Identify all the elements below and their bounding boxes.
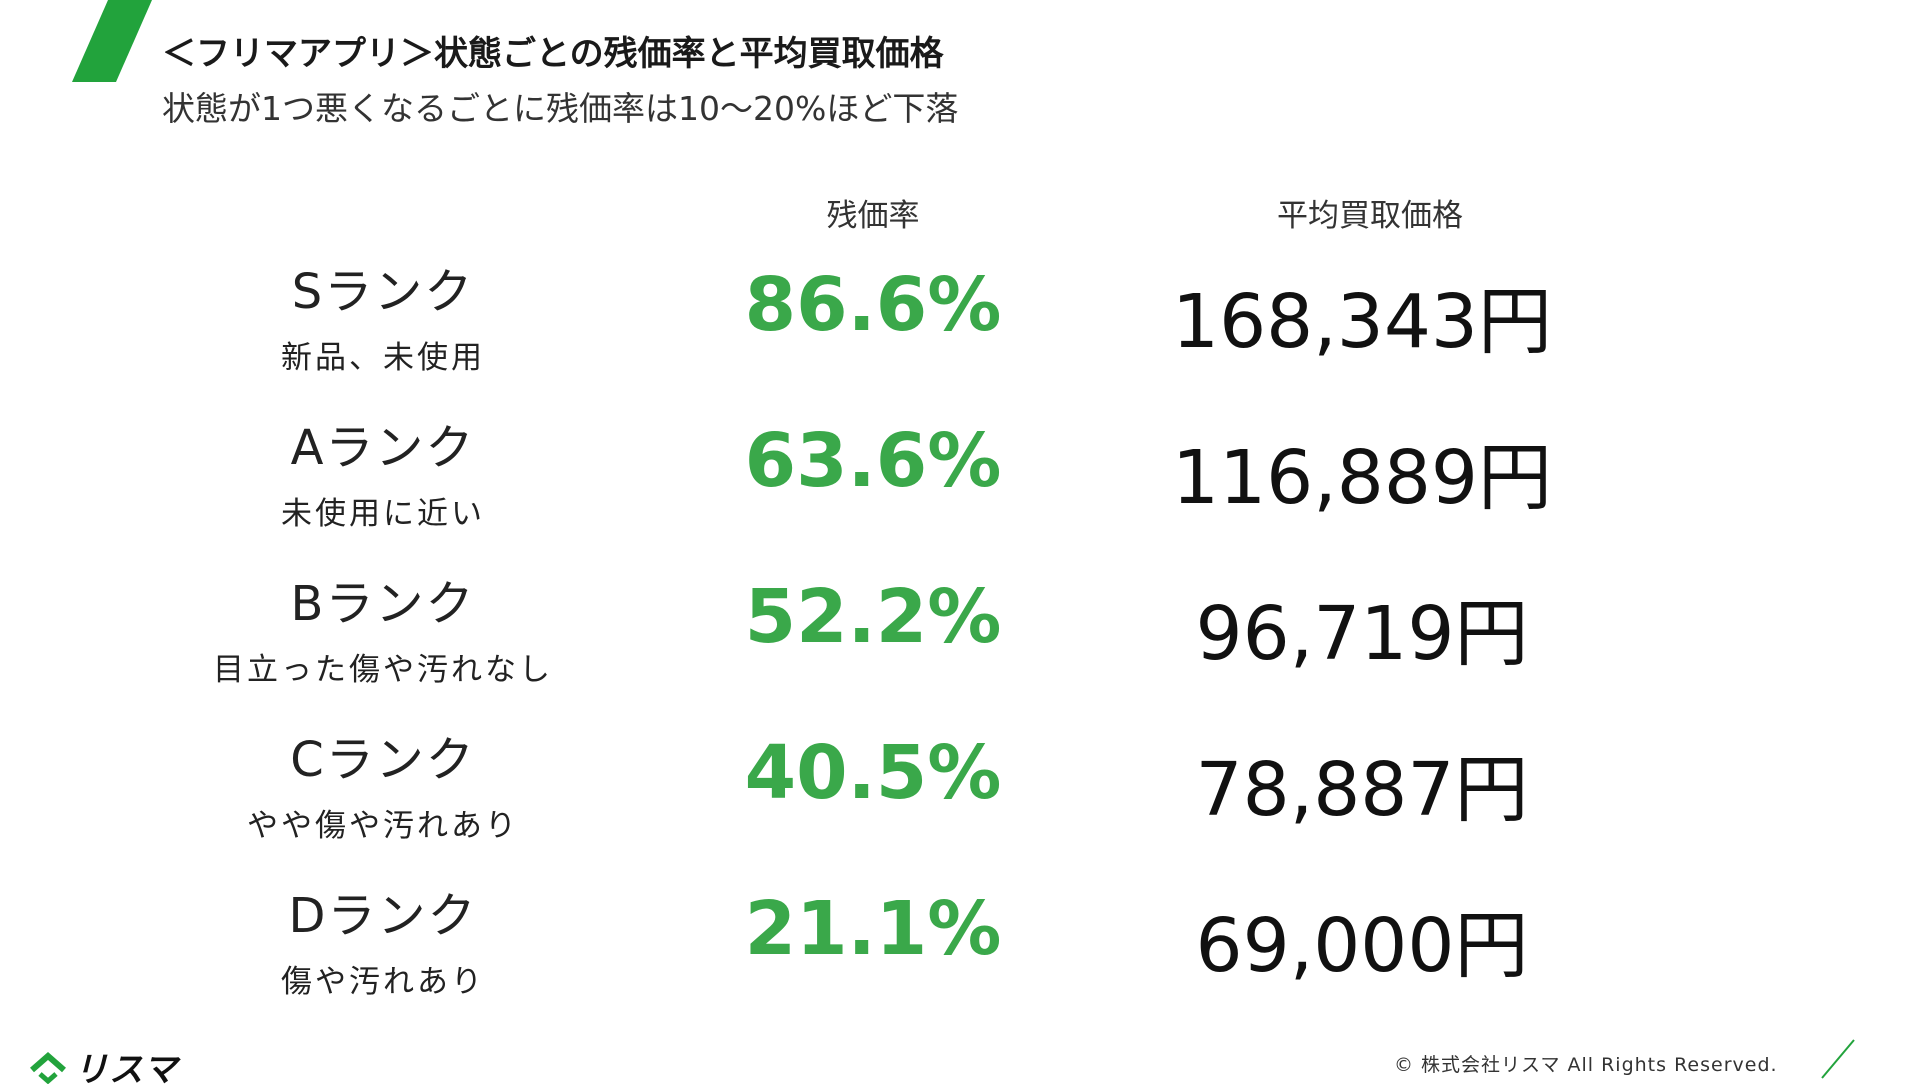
company-logo: リスマ: [28, 1042, 178, 1091]
logo-text: リスマ: [74, 1050, 178, 1090]
rank-name: Dランク: [288, 888, 478, 944]
rank-name: Sランク: [291, 264, 475, 320]
rank-name: Cランク: [290, 732, 476, 788]
residual-rate: 86.6%: [744, 262, 1002, 348]
rank-description: 未使用に近い: [281, 496, 485, 532]
corner-accent-line: [1821, 1039, 1855, 1079]
average-price: 168,343円: [1171, 279, 1553, 365]
rank-description: 目立った傷や汚れなし: [213, 652, 553, 688]
rank-name: Aランク: [290, 420, 476, 476]
residual-rate: 40.5%: [744, 730, 1002, 816]
rank-description: 傷や汚れあり: [281, 964, 485, 1000]
residual-rate: 63.6%: [744, 418, 1002, 504]
column-header-rate: 残価率: [826, 198, 920, 234]
rank-description: やや傷や汚れあり: [247, 808, 519, 844]
average-price: 78,887円: [1195, 747, 1529, 833]
accent-bar: [72, 0, 152, 82]
rank-name: Bランク: [290, 576, 476, 632]
residual-rate: 52.2%: [744, 574, 1002, 660]
table-row: Bランク 目立った傷や汚れなし 52.2% 96,719円: [0, 564, 1920, 714]
copyright-notice: © 株式会社リスマ All Rights Reserved.: [1394, 1054, 1778, 1076]
average-price: 116,889円: [1171, 435, 1553, 521]
table-row: Sランク 新品、未使用 86.6% 168,343円: [0, 252, 1920, 402]
page-subtitle: 状態が1つ悪くなるごとに残価率は10〜20%ほど下落: [162, 89, 959, 128]
rank-description: 新品、未使用: [281, 340, 485, 376]
table-row: Dランク 傷や汚れあり 21.1% 69,000円: [0, 876, 1920, 1026]
table-row: Aランク 未使用に近い 63.6% 116,889円: [0, 408, 1920, 558]
table-row: Cランク やや傷や汚れあり 40.5% 78,887円: [0, 720, 1920, 870]
house-arrow-icon: [30, 1051, 66, 1084]
column-header-price: 平均買取価格: [1277, 198, 1463, 234]
residual-rate: 21.1%: [744, 886, 1002, 972]
page-title: ＜フリマアプリ＞状態ごとの残価率と平均買取価格: [162, 34, 944, 74]
average-price: 69,000円: [1195, 903, 1529, 989]
average-price: 96,719円: [1195, 591, 1529, 677]
